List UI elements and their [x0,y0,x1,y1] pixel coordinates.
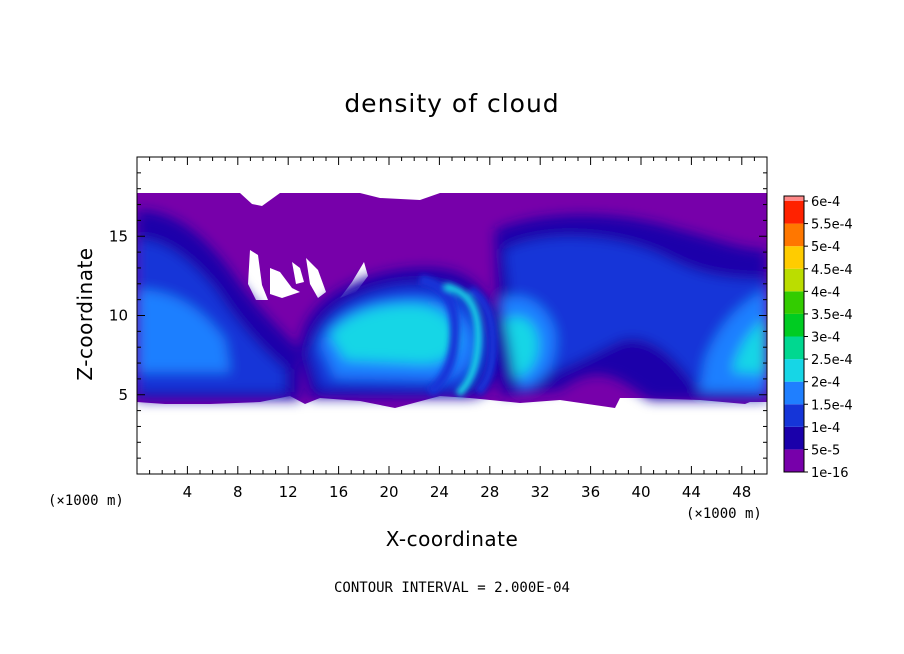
x-tick-label: 48 [732,483,751,501]
colorbar-swatch [784,223,804,247]
colorbar-label: 3.5e-4 [811,308,853,323]
colorbar-label: 3e-4 [811,331,840,346]
colorbar-swatch [784,201,804,224]
colorbar-frame [783,195,805,473]
y-axis-ticks: 5 10 15 [109,172,767,459]
colorbar-swatch [784,381,804,405]
x-tick-label: 24 [430,483,449,501]
colorbar-label: 6e-4 [811,195,840,210]
x-tick-label: 32 [531,483,550,501]
x-tick-label: 12 [279,483,298,501]
colorbar-label: 5e-4 [811,240,840,255]
colorbar-swatch [784,246,804,269]
density-field [137,193,767,408]
x-tick-label: 28 [480,483,499,501]
y-tick-label: 15 [109,227,128,245]
colorbar-label: 5e-5 [811,443,840,458]
colorbar-label: 1e-16 [811,466,849,481]
colorbar: 1e-16 5e-5 1e-4 1.5e-4 2e-4 2.5e-4 3e-4 3.5e-4 4… [783,195,853,481]
colorbar-swatch [784,426,804,450]
y-axis-label: Z-coordinate [73,247,97,380]
x-tick-label: 40 [631,483,650,501]
colorbar-swatch-top [784,196,804,201]
x-tick-label: 44 [682,483,701,501]
colorbar-label: 1.5e-4 [811,398,853,413]
colorbar-swatch [784,449,804,472]
x-tick-label: 4 [183,483,193,501]
colorbar-swatch [784,268,804,292]
x-tick-label: 16 [329,483,348,501]
y-tick-label: 10 [109,307,128,325]
x-axis-ticks: 4 8 12 16 20 24 28 32 36 40 44 48 [149,157,755,501]
colorbar-swatch [784,359,804,382]
x-axis-label: X-coordinate [386,527,519,551]
x-tick-label: 8 [233,483,243,501]
x-tick-label: 36 [581,483,600,501]
y-tick-label: 5 [118,386,128,404]
colorbar-label: 4.5e-4 [811,263,853,278]
field-gaps [240,193,440,300]
colorbar-label: 2e-4 [811,376,840,391]
colorbar-label: 4e-4 [811,285,840,300]
colorbar-swatch [784,336,804,360]
x-unit-right: (×1000 m) [686,506,762,522]
colorbar-label: 2.5e-4 [811,353,853,368]
chart-title: density of cloud [344,89,559,118]
colorbar-swatch [784,291,804,314]
x-tick-label: 20 [379,483,398,501]
colorbar-label: 5.5e-4 [811,218,853,233]
colorbar-swatch [784,404,804,427]
x-unit-left: (×1000 m) [48,493,124,509]
colorbar-swatch [784,313,804,337]
contour-interval-note: CONTOUR INTERVAL = 2.000E-04 [334,580,570,596]
colorbar-label: 1e-4 [811,421,840,436]
